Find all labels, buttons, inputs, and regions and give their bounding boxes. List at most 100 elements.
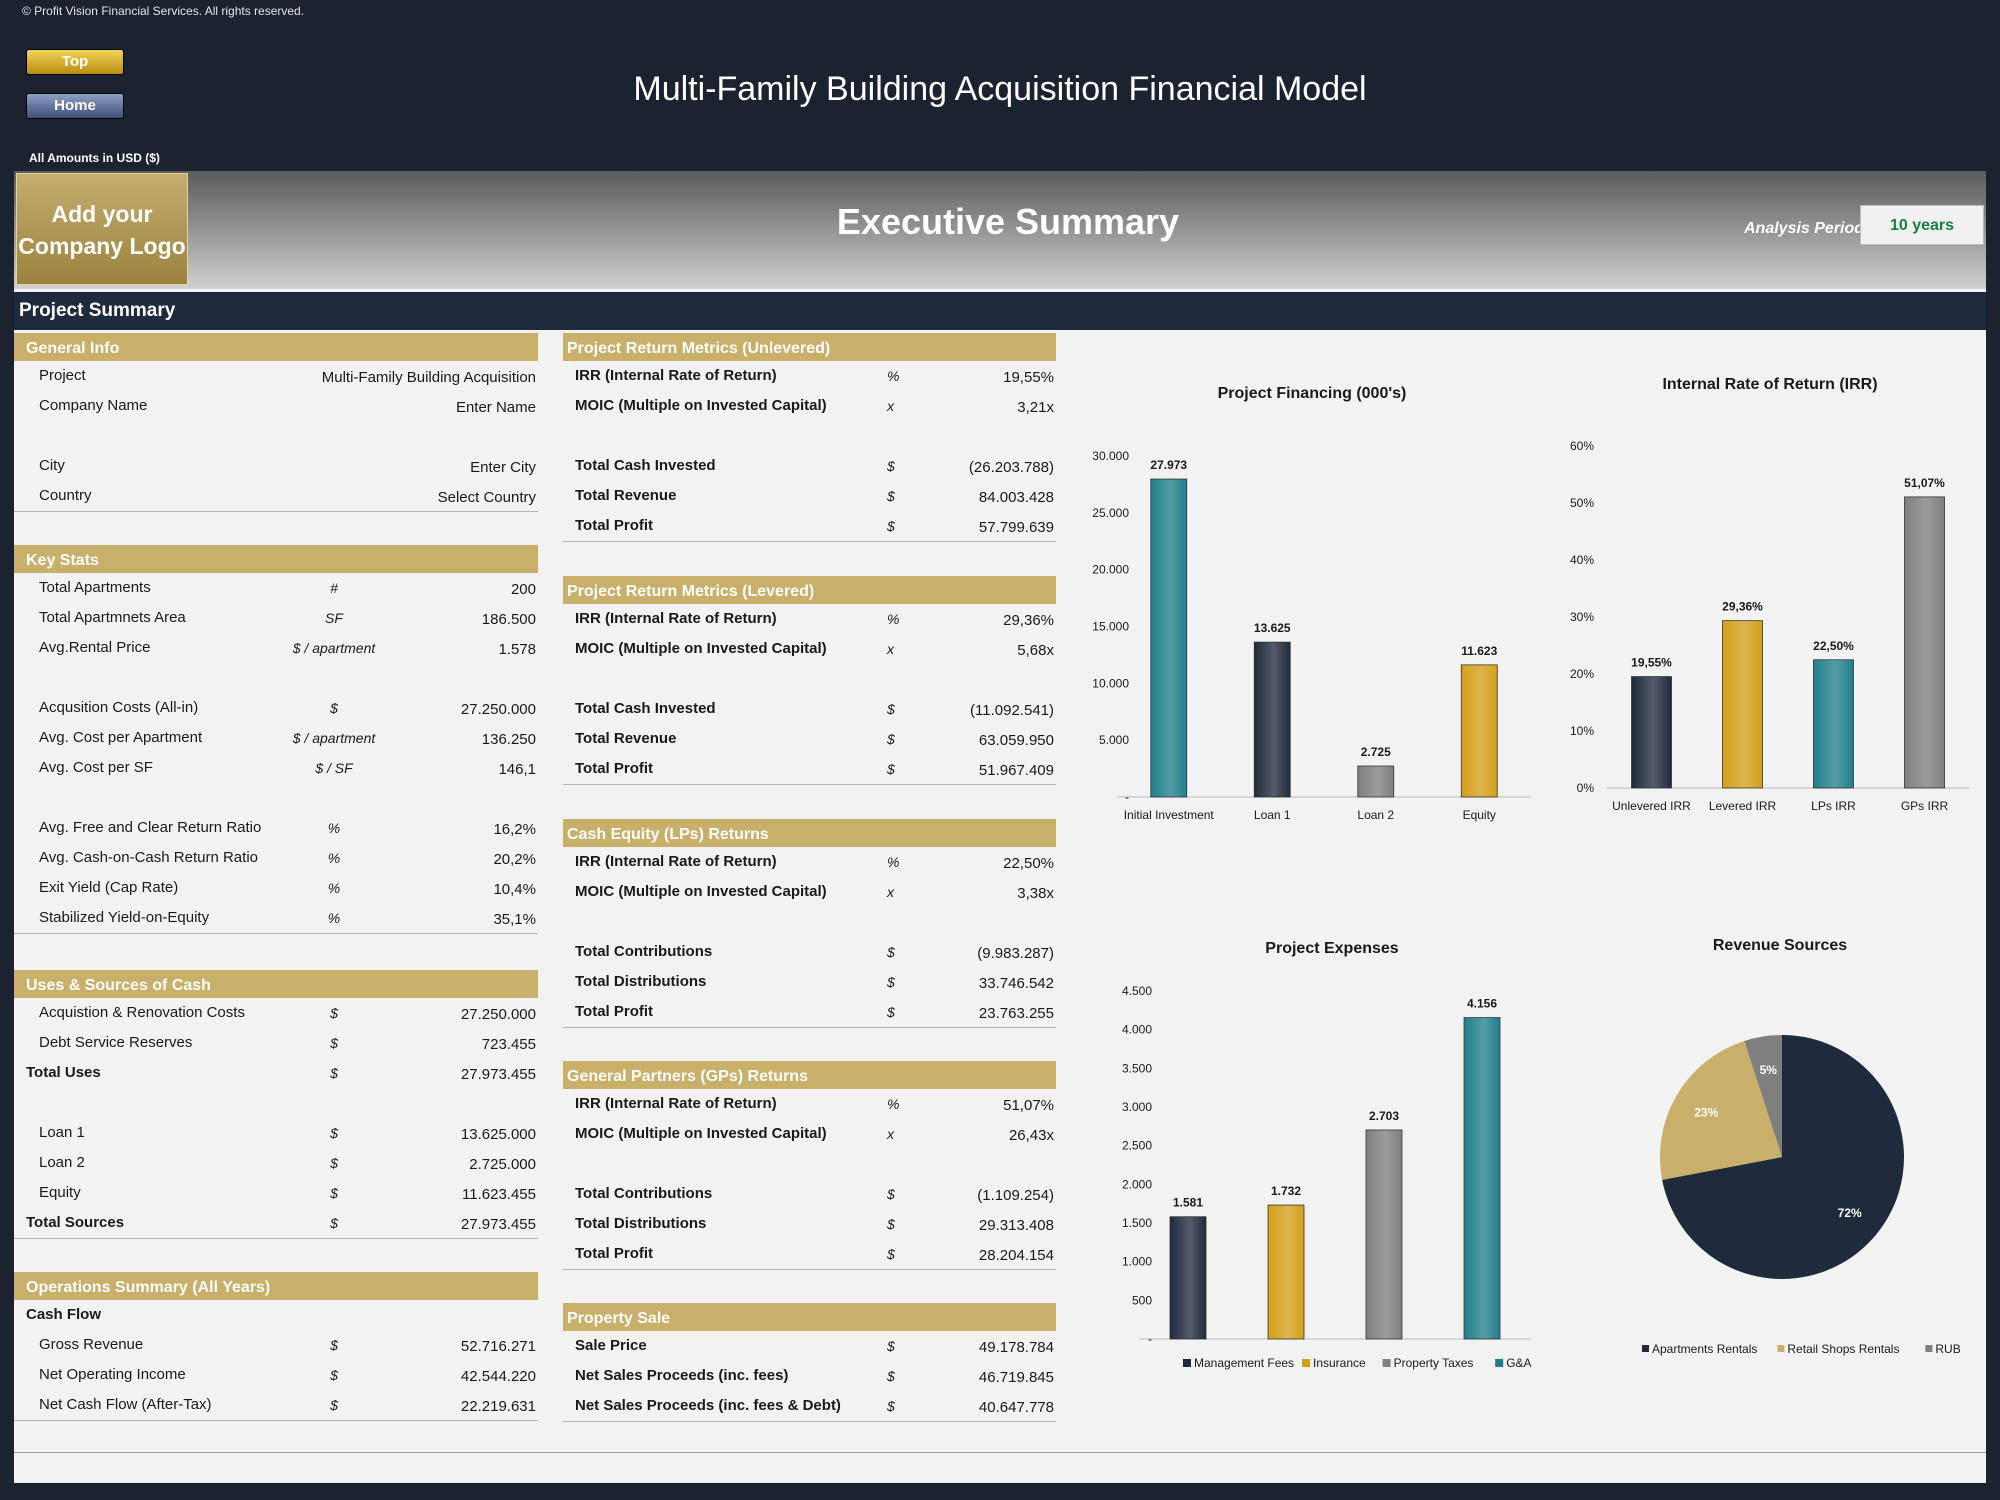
row-value: 136.250 — [481, 731, 536, 748]
bar — [1150, 478, 1188, 798]
top-button[interactable]: Top — [26, 49, 124, 75]
currency-note: All Amounts in USD ($) — [29, 151, 160, 165]
row-label: City — [39, 457, 65, 474]
row-unit: $ — [887, 761, 895, 777]
bar — [1813, 659, 1854, 789]
table-row: IRR (Internal Rate of Return)% 29,36% — [563, 604, 1056, 634]
irr-chart: Internal Rate of Return (IRR) 0% 10% 20% 30%… — [1570, 376, 1970, 813]
row-unit: $ — [887, 701, 895, 717]
legend-label: G&A — [1506, 1356, 1531, 1370]
row-value: 11.623.455 — [462, 1186, 536, 1203]
table-row: Avg.Rental Price $ / apartment 1.578 — [14, 633, 538, 663]
row-label: Total Profit — [575, 1245, 654, 1262]
row-label: Loan 1 — [39, 1124, 85, 1141]
row-label: Total Cash Invested — [575, 700, 716, 717]
company-logo-placeholder[interactable]: Add your Company Logo — [16, 173, 188, 285]
y-tick-label: 5.000 — [1099, 733, 1129, 747]
data-label: 72% — [1838, 1206, 1862, 1220]
table-row: Net Operating Income $42.544.220 — [14, 1360, 538, 1390]
row-unit: x — [887, 641, 894, 657]
row-label: Total Contributions — [575, 943, 713, 960]
row-value: 42.544.220 — [460, 1368, 536, 1385]
spacer-row — [14, 1088, 538, 1118]
legend-label: Insurance — [1313, 1356, 1366, 1370]
analysis-period-value[interactable]: 10 years — [1860, 205, 1984, 245]
table-row: Avg. Cost per Apartment $ / apartment 136.… — [14, 723, 538, 753]
project-expenses-chart: Project Expenses-5001.0001.5002.0002.500… — [1122, 940, 1532, 1370]
row-value: 19,55% — [1003, 369, 1054, 386]
row-label: Total Revenue — [575, 487, 677, 504]
gps-returns-header: General Partners (GPs) Returns — [563, 1061, 1056, 1089]
row-value: Select Country — [437, 489, 536, 506]
analysis-period-label: Analysis Periods — [1744, 220, 1873, 237]
y-tick-label: 500 — [1132, 1293, 1152, 1307]
spacer-row — [563, 421, 1056, 451]
data-label: 22,50% — [1813, 639, 1854, 653]
row-label: Net Sales Proceeds (inc. fees & Debt) — [575, 1397, 841, 1414]
row-unit: x — [887, 884, 894, 900]
row-label: Sale Price — [575, 1337, 647, 1354]
executive-summary-title: Executive Summary — [836, 201, 1180, 242]
row-value: 46.719.845 — [978, 1369, 1054, 1386]
table-row: Total Uses $27.973.455 — [14, 1058, 538, 1088]
legend-swatch — [1183, 1359, 1191, 1367]
table-row: Loan 2 $2.725.000 — [14, 1148, 538, 1178]
gps-returns-section: General Partners (GPs) Returns IRR (Inte… — [563, 1061, 1056, 1270]
row-label: Total Profit — [575, 760, 654, 777]
spacer-row — [563, 664, 1056, 694]
table-row: Exit Yield (Cap Rate)% 10,4% — [14, 873, 538, 903]
pie-slice — [1662, 1035, 1904, 1279]
row-value: 1.578 — [498, 641, 536, 658]
operations-summary-header: Operations Summary (All Years) — [14, 1272, 538, 1300]
y-tick-label: 40% — [1570, 553, 1594, 567]
table-row: Net Sales Proceeds (inc. fees) $46.719.84… — [563, 1361, 1056, 1391]
row-value: 27.973.455 — [460, 1066, 536, 1083]
row-value: 29,36% — [1003, 612, 1054, 629]
data-label: 13.625 — [1254, 621, 1291, 635]
general-info-header: General Info — [14, 333, 538, 361]
table-row: Total Apartmnets Area SF 186.500 — [14, 603, 538, 633]
row-value: 27.250.000 — [460, 1006, 536, 1023]
table-row: Gross Revenue $52.716.271 — [14, 1330, 538, 1360]
row-unit: x — [887, 1126, 894, 1142]
row-unit: $ — [887, 1004, 895, 1020]
spacer-row — [563, 1149, 1056, 1179]
x-tick-label: Levered IRR — [1709, 799, 1777, 813]
row-unit: % — [887, 1096, 900, 1112]
row-label: MOIC (Multiple on Invested Capital) — [575, 883, 827, 900]
row-unit: $ — [330, 1155, 338, 1171]
row-unit: % — [327, 820, 341, 836]
table-row: Total Distributions $29.313.408 — [563, 1209, 1056, 1239]
copyright-notice: © Profit Vision Financial Services. All … — [22, 4, 305, 18]
page-title: Multi-Family Building Acquisition Financ… — [633, 70, 1367, 108]
unlevered-returns-header: Project Return Metrics (Unlevered) — [563, 333, 1056, 361]
y-tick-label: 10.000 — [1092, 676, 1129, 690]
row-unit: % — [887, 854, 900, 870]
row-label: Net Operating Income — [39, 1366, 186, 1383]
row-label: IRR (Internal Rate of Return) — [575, 1095, 777, 1112]
legend-swatch — [1642, 1345, 1649, 1352]
table-row: Net Sales Proceeds (inc. fees & Debt) $40… — [563, 1391, 1056, 1421]
row-value: 33.746.542 — [978, 975, 1054, 992]
row-unit: $ — [887, 974, 895, 990]
project-financing-chart: Project Financing (000's)-5.00010.00015.… — [1092, 385, 1531, 822]
table-row: Total Profit $23.763.255 — [563, 997, 1056, 1027]
row-label: Loan 2 — [39, 1154, 85, 1171]
row-value: 57.799.639 — [978, 519, 1054, 536]
data-label: 27.973 — [1150, 458, 1187, 472]
row-label: MOIC (Multiple on Invested Capital) — [575, 397, 827, 414]
table-row: Total Contributions $ (9.983.287) — [563, 937, 1056, 967]
table-row: IRR (Internal Rate of Return)% 51,07% — [563, 1089, 1056, 1119]
pie-slice — [1660, 1040, 1782, 1180]
row-unit: $ — [887, 1216, 895, 1232]
home-button[interactable]: Home — [26, 93, 124, 119]
row-value: Enter City — [470, 459, 536, 476]
table-row: Equity $11.623.455 — [14, 1178, 538, 1208]
row-value: 26,43x — [1008, 1127, 1054, 1144]
key-stats-section: Key Stats Total Apartments #200 Total Apar… — [14, 545, 538, 934]
table-row: Loan 1 $13.625.000 — [14, 1118, 538, 1148]
y-tick-label: 1.000 — [1122, 1255, 1152, 1269]
row-value: 16,2% — [493, 821, 536, 838]
row-label: Avg. Cost per SF — [39, 759, 153, 776]
row-value: 3,38x — [1017, 885, 1054, 902]
